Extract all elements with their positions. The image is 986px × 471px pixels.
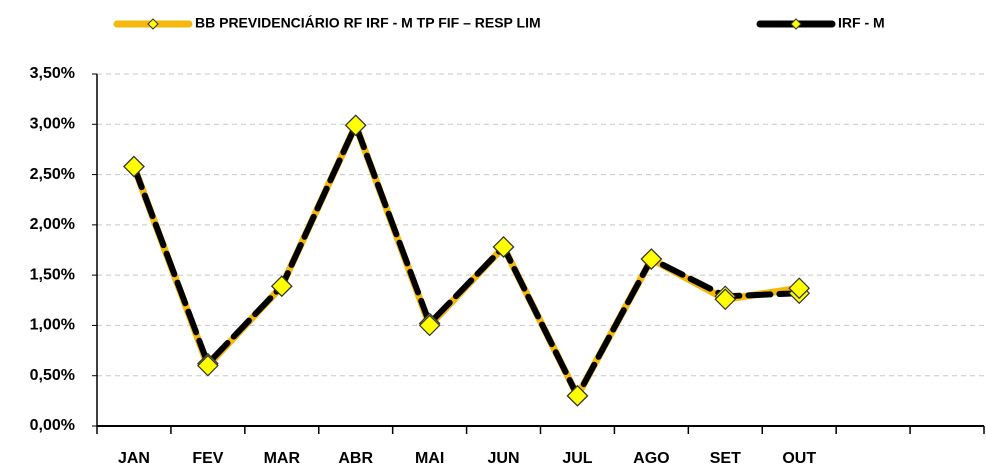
marker xyxy=(123,155,145,178)
legend-label: BB PREVIDENCIÁRIO RF IRF - M TP FIF – RE… xyxy=(195,15,541,31)
x-tick-label: OUT xyxy=(782,450,816,467)
marker xyxy=(418,314,441,337)
x-tick-label: MAI xyxy=(415,450,444,467)
x-tick-label: FEV xyxy=(192,450,223,467)
y-tick-label: 1,00% xyxy=(30,317,75,334)
series-line xyxy=(130,122,803,399)
x-tick-label: JUL xyxy=(562,450,592,467)
marker xyxy=(714,288,737,311)
y-tick-label: 1,50% xyxy=(30,266,75,283)
x-tick-label: ABR xyxy=(338,450,373,467)
series-line xyxy=(130,121,803,400)
legend-marker xyxy=(147,18,159,30)
legend-marker xyxy=(790,18,802,30)
y-tick-label: 0,50% xyxy=(30,367,75,384)
y-tick-label: 3,00% xyxy=(30,116,75,133)
marker xyxy=(566,384,589,407)
marker xyxy=(788,277,811,300)
y-tick-label: 2,00% xyxy=(30,216,75,233)
marker xyxy=(492,236,515,258)
legend-label: IRF - M xyxy=(838,15,885,31)
marker xyxy=(197,354,219,377)
y-tick-label: 0,00% xyxy=(30,417,75,434)
x-tick-label: JUN xyxy=(488,450,520,467)
y-tick-label: 3,50% xyxy=(30,65,75,82)
x-tick-label: AGO xyxy=(633,450,669,467)
x-tick-label: MAR xyxy=(264,450,301,467)
marker xyxy=(640,248,663,270)
marker xyxy=(344,114,367,137)
x-tick-label: JAN xyxy=(118,450,150,467)
y-tick-label: 2,50% xyxy=(30,166,75,183)
marker xyxy=(270,275,293,298)
x-tick-label: SET xyxy=(710,450,741,467)
